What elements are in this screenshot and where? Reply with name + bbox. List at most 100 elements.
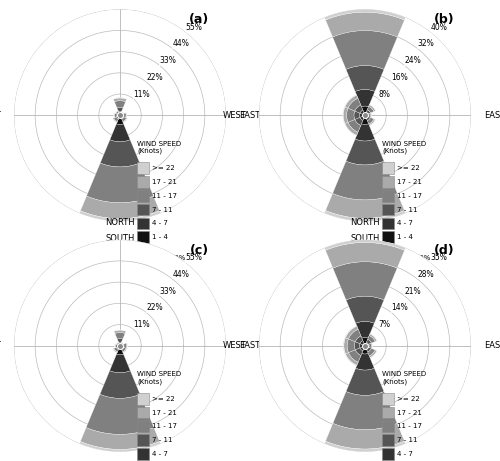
Bar (137, 176, 148, 188)
Polygon shape (113, 349, 117, 353)
Polygon shape (112, 118, 117, 123)
Polygon shape (364, 344, 365, 346)
Polygon shape (362, 337, 368, 346)
Polygon shape (344, 124, 356, 136)
Bar (382, 393, 394, 405)
Polygon shape (114, 100, 126, 108)
Polygon shape (324, 441, 406, 452)
Polygon shape (118, 114, 120, 115)
Polygon shape (345, 95, 358, 108)
Polygon shape (365, 115, 366, 116)
Text: NORTH: NORTH (350, 218, 380, 227)
Polygon shape (346, 139, 384, 165)
Polygon shape (332, 161, 398, 200)
Polygon shape (116, 347, 119, 349)
Polygon shape (122, 117, 126, 122)
Polygon shape (345, 354, 357, 366)
Polygon shape (356, 354, 374, 370)
Text: SOUTH: SOUTH (106, 234, 134, 243)
Text: WIND SPEED
(Knots): WIND SPEED (Knots) (382, 371, 426, 384)
Polygon shape (324, 9, 406, 20)
Polygon shape (120, 346, 122, 348)
Text: 11 - 17: 11 - 17 (397, 423, 422, 429)
Polygon shape (360, 116, 364, 120)
Polygon shape (324, 211, 406, 221)
Polygon shape (115, 344, 116, 348)
Polygon shape (354, 111, 360, 119)
Text: 16%: 16% (391, 73, 408, 82)
Polygon shape (117, 114, 118, 117)
Polygon shape (118, 342, 122, 345)
Polygon shape (368, 106, 374, 113)
Polygon shape (355, 336, 363, 343)
Polygon shape (110, 124, 130, 142)
Polygon shape (344, 337, 345, 354)
Text: (c): (c) (190, 244, 209, 257)
Polygon shape (121, 343, 124, 345)
Polygon shape (366, 116, 370, 121)
Polygon shape (124, 343, 126, 348)
Text: 21%: 21% (404, 287, 421, 296)
Polygon shape (355, 118, 363, 125)
Polygon shape (113, 348, 117, 353)
Polygon shape (342, 107, 345, 124)
Polygon shape (116, 111, 119, 114)
Polygon shape (123, 349, 127, 353)
Polygon shape (122, 342, 124, 344)
Polygon shape (326, 194, 404, 219)
Polygon shape (365, 114, 366, 115)
Polygon shape (120, 343, 122, 345)
Polygon shape (355, 105, 363, 113)
Polygon shape (326, 423, 404, 449)
Text: WEST: WEST (222, 111, 246, 120)
Polygon shape (363, 114, 365, 116)
Text: EAST: EAST (484, 111, 500, 120)
Polygon shape (121, 116, 124, 119)
Polygon shape (368, 349, 375, 356)
Polygon shape (360, 341, 364, 345)
Polygon shape (366, 346, 368, 349)
Polygon shape (344, 95, 356, 107)
Polygon shape (366, 112, 368, 115)
Text: 7 - 11: 7 - 11 (397, 207, 417, 213)
Polygon shape (348, 350, 361, 362)
Polygon shape (360, 110, 364, 114)
Text: >= 22: >= 22 (152, 396, 174, 402)
Text: 33%: 33% (159, 56, 176, 65)
Polygon shape (346, 368, 384, 396)
Text: EAST: EAST (239, 341, 260, 350)
Polygon shape (344, 337, 348, 354)
Polygon shape (366, 110, 370, 114)
Polygon shape (360, 113, 364, 118)
Bar (137, 231, 148, 243)
Polygon shape (369, 343, 372, 348)
Polygon shape (360, 347, 364, 351)
Polygon shape (100, 371, 140, 398)
Text: 17 - 21: 17 - 21 (152, 409, 176, 415)
Polygon shape (365, 346, 366, 347)
Bar (382, 231, 394, 243)
Bar (137, 162, 148, 174)
Text: (d): (d) (434, 244, 454, 257)
Polygon shape (118, 343, 120, 345)
Polygon shape (114, 113, 117, 117)
Polygon shape (368, 105, 376, 112)
Bar (137, 204, 148, 215)
Text: 44%: 44% (172, 270, 189, 279)
Polygon shape (116, 346, 123, 355)
Polygon shape (118, 346, 120, 348)
Polygon shape (120, 116, 122, 117)
Polygon shape (355, 89, 375, 107)
Polygon shape (116, 344, 117, 348)
Bar (382, 162, 394, 174)
Polygon shape (369, 334, 377, 342)
Polygon shape (366, 114, 367, 116)
Polygon shape (118, 112, 120, 115)
Text: 22%: 22% (146, 303, 162, 313)
Polygon shape (333, 262, 397, 300)
Polygon shape (324, 240, 406, 250)
Polygon shape (355, 348, 363, 355)
Polygon shape (80, 428, 160, 449)
Polygon shape (86, 163, 154, 203)
Polygon shape (345, 326, 357, 337)
